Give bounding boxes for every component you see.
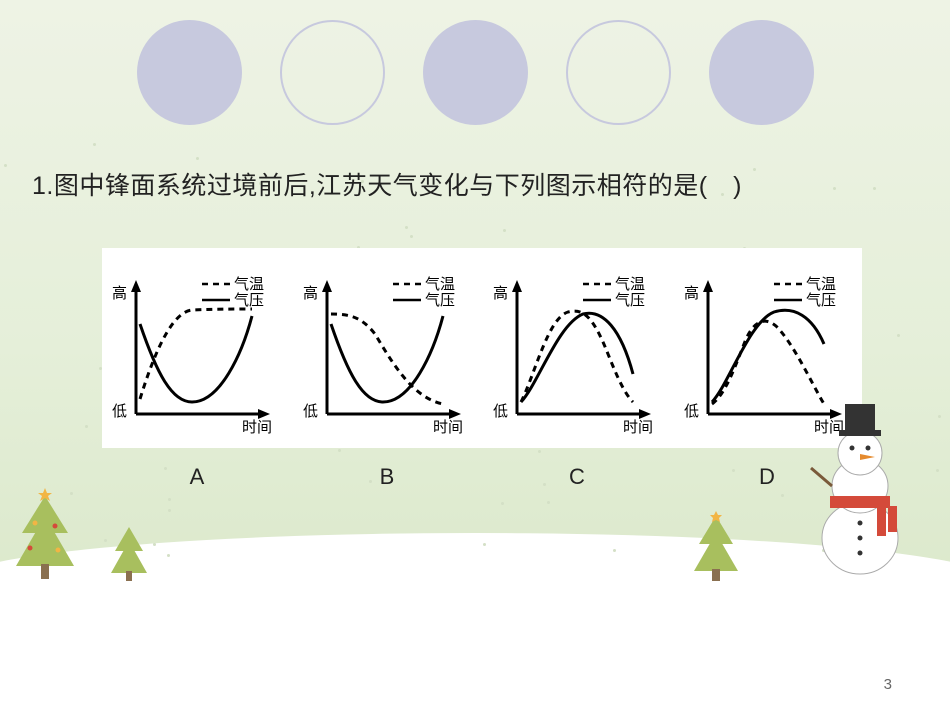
y-high-label: 高 xyxy=(112,285,127,302)
legend-temp: 气温 xyxy=(234,276,264,293)
y-low-label: 低 xyxy=(493,403,508,420)
pressure-curve xyxy=(331,316,443,402)
tree-decoration-right xyxy=(690,511,742,583)
legend-press: 气压 xyxy=(806,292,836,309)
legend-press: 气压 xyxy=(234,292,264,309)
tree-decoration-small xyxy=(108,523,150,583)
option-labels-row: ABCD xyxy=(102,464,862,490)
charts-panel: 高 低 时间 气温 气压 高 低 时间 气温 气压 高 低 时间 气温 气压 xyxy=(102,248,862,448)
tree-decoration xyxy=(10,488,80,583)
temperature-curve xyxy=(140,309,252,399)
y-high-label: 高 xyxy=(493,285,508,302)
temperature-curve xyxy=(521,311,633,402)
decorative-circle xyxy=(423,20,528,125)
page-number: 3 xyxy=(884,676,892,693)
x-axis-label: 时间 xyxy=(433,419,463,436)
legend-temp: 气温 xyxy=(425,276,455,293)
legend-temp: 气温 xyxy=(615,276,645,293)
x-axis-label: 时间 xyxy=(623,419,653,436)
question-text: 1.图中锋面系统过境前后,江苏天气变化与下列图示相符的是( ) xyxy=(32,166,742,202)
legend-temp: 气温 xyxy=(806,276,836,293)
y-high-label: 高 xyxy=(684,285,699,302)
decorative-circle-row xyxy=(0,20,950,125)
y-low-label: 低 xyxy=(112,403,127,420)
snow-ground xyxy=(0,568,950,713)
option-label: A xyxy=(102,464,292,490)
decorative-circle xyxy=(566,20,671,125)
chart-thumbnail: 高 低 时间 气温 气压 xyxy=(483,254,671,442)
y-low-label: 低 xyxy=(684,403,699,420)
pressure-curve xyxy=(140,316,252,402)
x-axis-label: 时间 xyxy=(242,419,272,436)
y-low-label: 低 xyxy=(303,403,318,420)
legend-press: 气压 xyxy=(425,292,455,309)
option-label: C xyxy=(482,464,672,490)
option-label: B xyxy=(292,464,482,490)
y-high-label: 高 xyxy=(303,285,318,302)
legend-press: 气压 xyxy=(615,292,645,309)
decorative-circle xyxy=(709,20,814,125)
chart-thumbnail: 高 低 时间 气温 气压 xyxy=(102,254,290,442)
chart-thumbnail: 高 低 时间 气温 气压 xyxy=(293,254,481,442)
decorative-circle xyxy=(137,20,242,125)
snowman-decoration xyxy=(805,378,915,583)
decorative-circle xyxy=(280,20,385,125)
